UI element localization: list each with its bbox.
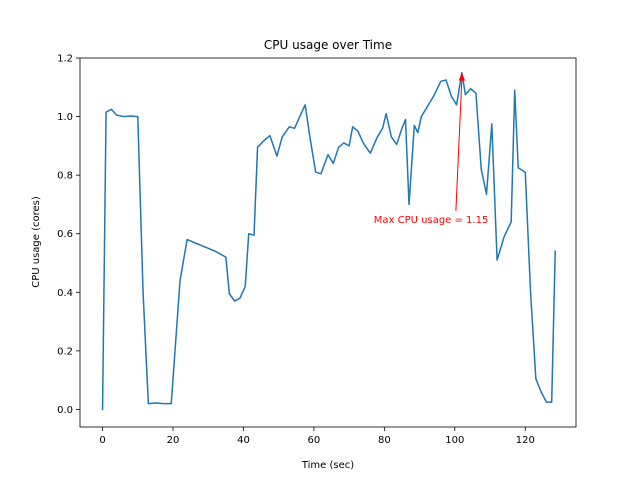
y-tick-label: 0.0 [57,405,73,416]
y-tick-label: 1.2 [57,54,73,65]
y-tick-label: 0.6 [57,229,73,240]
y-tick-label: 0.4 [57,288,73,299]
x-tick-label: 40 [237,435,250,446]
plot-area: Max CPU usage = 1.15 0 20 40 60 80 100 120 0.0 0.… [57,54,577,446]
y-axis-label: CPU usage (cores) [31,196,42,288]
axes-frame [79,57,577,428]
x-tick-label: 0 [99,435,105,446]
x-axis-label: Time (sec) [301,460,354,471]
y-tick-label: 1.0 [57,112,73,123]
y-tick-label: 0.8 [57,171,73,182]
chart-title: CPU usage over Time [264,38,392,52]
y-tick-label: 0.2 [57,346,73,357]
series-line-0 [101,71,556,411]
annotation-arrow-head [458,72,466,81]
x-tick-label: 120 [516,435,535,446]
annotation-arrow-shaft [455,78,463,211]
annotation-label: Max CPU usage = 1.15 [374,215,489,226]
x-tick-label: 60 [308,435,321,446]
x-tick-label: 80 [378,435,391,446]
x-tick-label: 100 [445,435,464,446]
x-tick-label: 20 [167,435,180,446]
